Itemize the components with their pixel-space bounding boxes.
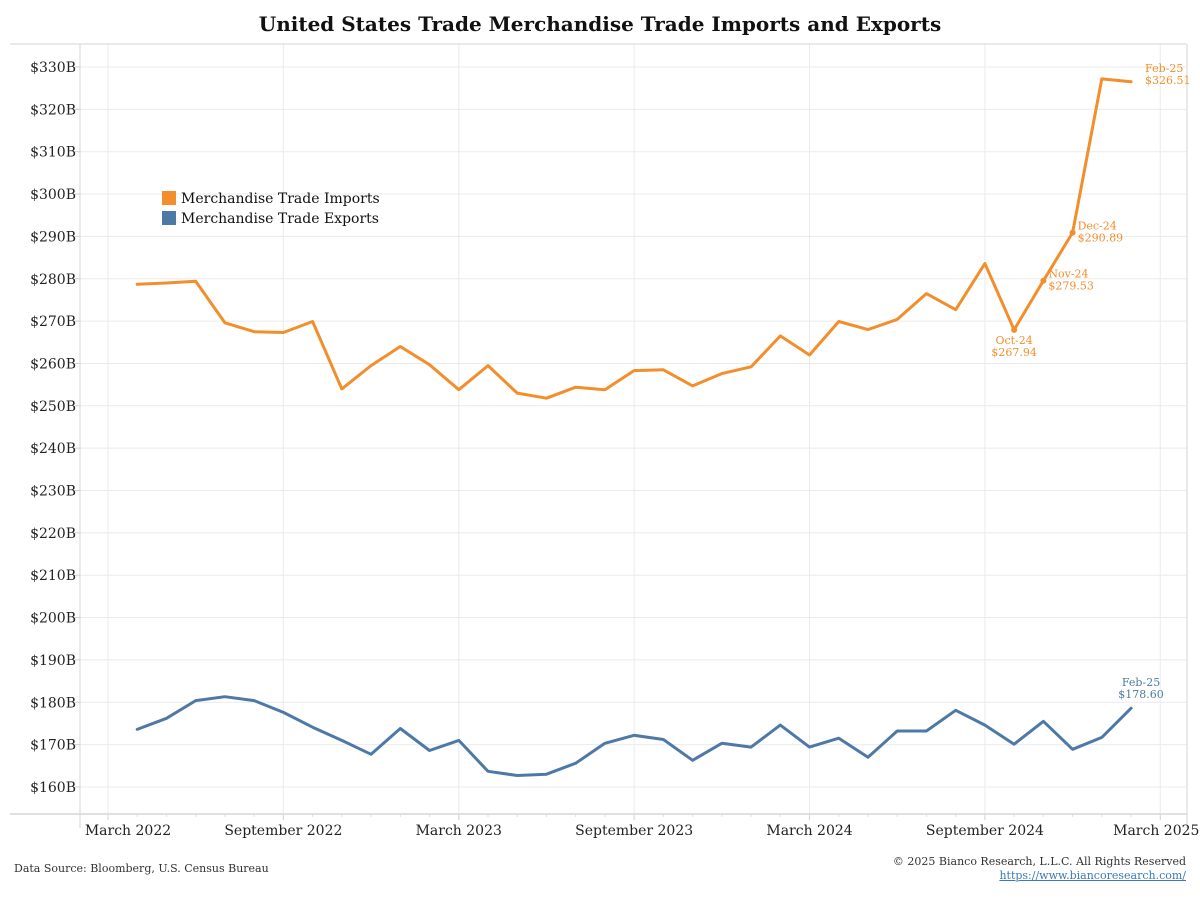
y-tick-label: $260B	[30, 356, 76, 372]
x-axis-ticks: March 2022 September 2022 March 2023 Septem…	[85, 814, 1199, 839]
y-tick-label: $200B	[30, 611, 76, 627]
annotation-date-label: Nov-24	[1048, 268, 1088, 281]
legend-label: Merchandise Trade Exports	[181, 211, 379, 227]
annotation-value-label: $267.94	[991, 346, 1037, 359]
annotation-date-label: Feb-25	[1122, 676, 1160, 689]
y-tick-label: $280B	[30, 272, 76, 288]
annotation-marker	[1011, 326, 1018, 333]
legend: Merchandise Trade Imports Merchandise Tra…	[162, 191, 380, 227]
x-tick-label: March 2024	[766, 823, 852, 839]
y-tick-label: $270B	[30, 314, 76, 330]
y-tick-label: $180B	[30, 695, 76, 711]
y-tick-label: $190B	[30, 653, 76, 669]
legend-swatch	[162, 191, 176, 205]
annotation-value-label: $178.60	[1118, 688, 1164, 701]
y-tick-label: $250B	[30, 399, 76, 415]
legend-label: Merchandise Trade Imports	[181, 191, 380, 207]
y-tick-label: $230B	[30, 484, 76, 500]
y-tick-label: $330B	[30, 60, 76, 76]
annotation-value-label: $326.51	[1145, 74, 1191, 87]
annotation-date-label: Oct-24	[995, 334, 1032, 347]
annotation-value-label: $290.89	[1078, 232, 1124, 245]
annotation-marker	[1069, 229, 1076, 236]
x-tick-label: September 2022	[224, 823, 342, 839]
y-tick-label: $160B	[30, 780, 76, 796]
x-tick-label: March 2022	[85, 823, 171, 839]
y-tick-label: $310B	[30, 145, 76, 161]
chart-title: United States Trade Merchandise Trade Im…	[258, 12, 942, 36]
x-tick-label: March 2025	[1113, 823, 1199, 839]
x-tick-label: September 2024	[926, 823, 1044, 839]
series-lines	[135, 77, 1133, 777]
axes	[10, 43, 1188, 828]
gridlines	[80, 44, 1187, 814]
y-tick-label: $220B	[30, 526, 76, 542]
y-tick-label: $290B	[30, 229, 76, 245]
annotation-value-label: $279.53	[1048, 280, 1094, 293]
legend-swatch	[162, 211, 176, 225]
x-tick-label: March 2023	[416, 823, 502, 839]
imports-line	[135, 77, 1133, 400]
y-tick-label: $300B	[30, 187, 76, 203]
annotation-marker	[1040, 277, 1047, 284]
x-tick-label: September 2023	[575, 823, 693, 839]
annotation-date-label: Dec-24	[1078, 220, 1117, 233]
annotation-date-label: Feb-25	[1145, 62, 1183, 75]
copyright-note: © 2025 Bianco Research, L.L.C. All Right…	[892, 855, 1186, 868]
annotations: Oct-24$267.94 Nov-24$279.53 Dec-24$290.89 F…	[991, 62, 1190, 701]
data-source-note: Data Source: Bloomberg, U.S. Census Bure…	[14, 862, 269, 875]
y-tick-label: $170B	[30, 738, 76, 754]
y-tick-label: $320B	[30, 102, 76, 118]
y-axis-ticks: $160B $170B $180B $190B $200B $210B $220B $230B…	[30, 60, 80, 796]
website-link[interactable]: https://www.biancoresearch.com/	[999, 869, 1186, 882]
y-tick-label: $210B	[30, 568, 76, 584]
exports-line	[135, 695, 1133, 777]
y-tick-label: $240B	[30, 441, 76, 457]
